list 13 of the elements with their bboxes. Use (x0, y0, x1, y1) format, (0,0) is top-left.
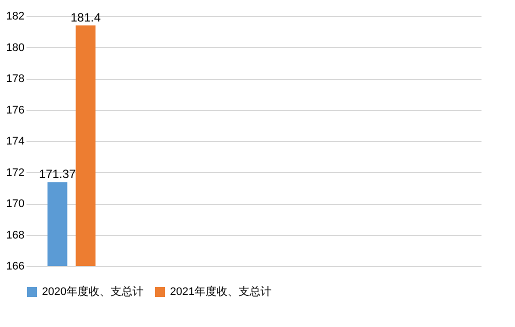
y-tick-label: 174 (6, 136, 24, 148)
y-tick-label: 166 (6, 260, 24, 272)
y-tick-label: 168 (6, 229, 24, 242)
y-tick-label: 180 (6, 42, 24, 54)
y-tick-label: 172 (6, 166, 24, 179)
y-tick-label: 176 (6, 104, 24, 116)
y-tick-label: 170 (6, 198, 24, 210)
legend-label: 2021年度收、支总计 (170, 285, 272, 298)
y-tick-label: 182 (6, 10, 24, 22)
data-label: 171.37 (39, 167, 76, 182)
data-label: 181.4 (70, 10, 101, 24)
y-tick-label: 178 (6, 73, 24, 85)
legend-label: 2020年度收、支总计 (42, 285, 144, 298)
